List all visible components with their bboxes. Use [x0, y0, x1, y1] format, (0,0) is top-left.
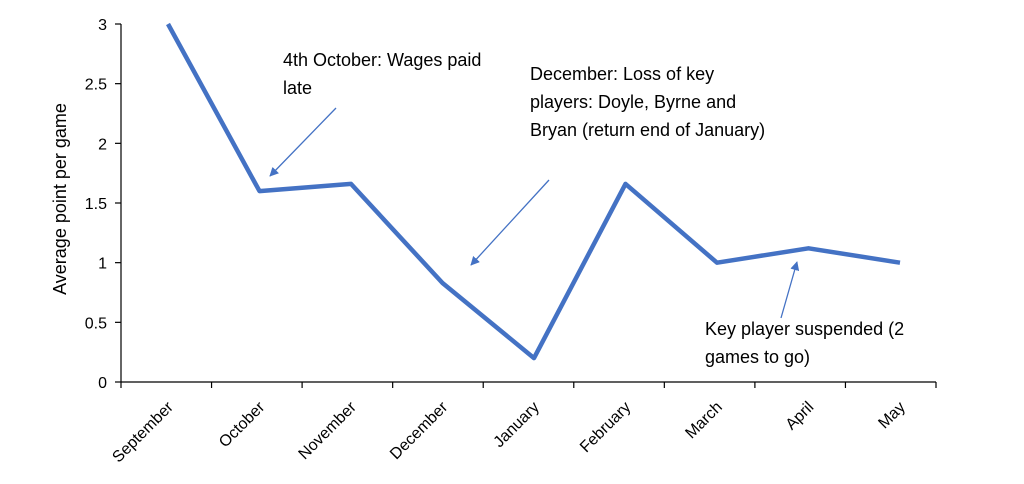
annotation-line: players: Doyle, Byrne and — [530, 92, 736, 112]
y-tick-label: 0 — [98, 375, 107, 392]
y-tick-label: 3 — [98, 17, 107, 34]
annotation-text: 4th October: Wages paid late — [283, 50, 481, 98]
annotation-arrow — [470, 179, 550, 266]
annotation-line: Key player suspended (2 — [705, 319, 904, 339]
y-axis: 0 0.5 1 1.5 2 2.5 3 — [85, 17, 122, 392]
x-tick-label: December — [387, 398, 452, 463]
annotation-wages: 4th October: Wages paid late — [269, 50, 481, 177]
x-tick-label: October — [216, 398, 269, 451]
x-tick-label: February — [577, 399, 634, 456]
x-tick-label: April — [783, 399, 818, 434]
annotation-line: 4th October: Wages paid — [283, 50, 481, 70]
y-tick-label: 2.5 — [85, 77, 107, 94]
x-tick-label: May — [875, 399, 908, 432]
y-tick-label: 0.5 — [85, 315, 107, 332]
annotation-line: games to go) — [705, 347, 810, 367]
x-axis: September October November December January F… — [109, 381, 937, 466]
x-tick-label: January — [491, 399, 543, 451]
annotation-suspended: Key player suspended (2 games to go) — [705, 261, 904, 367]
annotation-line: late — [283, 78, 312, 98]
annotation-text: Key player suspended (2 games to go) — [705, 319, 904, 367]
x-tick-label: March — [682, 399, 725, 442]
annotation-arrow — [269, 107, 337, 177]
y-tick-label: 1 — [98, 256, 107, 273]
series-layer — [166, 22, 901, 361]
annotation-line: Bryan (return end of January) — [530, 120, 765, 140]
y-tick-label: 2 — [98, 136, 107, 153]
annotation-line: December: Loss of key — [530, 64, 714, 84]
annotation-key-players: December: Loss of key players: Doyle, Byr… — [470, 64, 765, 266]
annotation-text: December: Loss of key players: Doyle, Byr… — [530, 64, 765, 140]
x-tick-label: November — [296, 398, 361, 463]
annotation-layer: 4th October: Wages paid late December: Los… — [269, 50, 904, 367]
annotation-arrow — [780, 261, 800, 319]
series-line — [166, 22, 901, 361]
y-axis-title: Average point per game — [50, 103, 70, 295]
x-tick-label: September — [109, 398, 177, 466]
y-tick-label: 1.5 — [85, 196, 107, 213]
